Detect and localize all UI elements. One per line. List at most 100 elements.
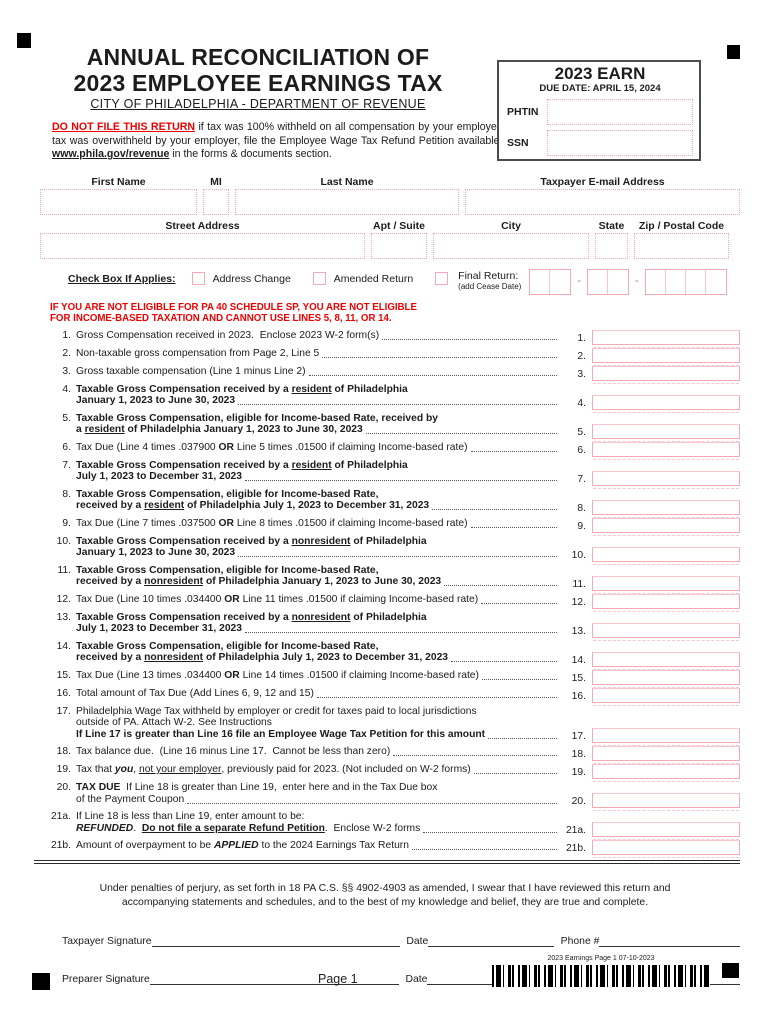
mi-field[interactable] bbox=[203, 188, 229, 215]
amount-field-14[interactable] bbox=[592, 651, 740, 670]
taxpayer-date-line[interactable] bbox=[428, 935, 555, 947]
amount-field-6[interactable] bbox=[592, 441, 740, 460]
taxpayer-signature-line[interactable] bbox=[151, 935, 400, 947]
apt-suite-field[interactable] bbox=[371, 232, 427, 259]
amount-field-3[interactable] bbox=[592, 365, 740, 384]
zip-field[interactable] bbox=[634, 232, 729, 259]
line-number: 12. bbox=[56, 593, 71, 605]
amount-field-11[interactable] bbox=[592, 575, 740, 594]
page-number: Page 1 bbox=[318, 972, 358, 986]
amount-field-8[interactable] bbox=[592, 499, 740, 518]
email-field[interactable] bbox=[465, 188, 740, 215]
line-number: 17. bbox=[56, 705, 71, 717]
city-field[interactable] bbox=[433, 232, 589, 259]
amount-field-1[interactable] bbox=[592, 329, 740, 348]
street-address-field[interactable] bbox=[40, 232, 365, 259]
amount-field-9[interactable] bbox=[592, 517, 740, 536]
cease-date-cell[interactable] bbox=[646, 269, 666, 294]
amount-field-19[interactable] bbox=[592, 764, 740, 782]
amended-return-label: Amended Return bbox=[333, 272, 414, 285]
cease-date-month-group bbox=[529, 268, 572, 295]
form-line: 20. TAX DUE If Line 18 is greater than Li… bbox=[50, 782, 740, 811]
preparer-date-line[interactable] bbox=[427, 973, 554, 985]
amended-return-checkbox[interactable] bbox=[312, 271, 326, 285]
line-number: 9. bbox=[62, 517, 71, 529]
line-text: Gross taxable compensation (Line 1 minus… bbox=[76, 366, 560, 378]
revenue-link[interactable]: www.phila.gov/revenue bbox=[52, 148, 170, 160]
line-number: 18. bbox=[56, 746, 71, 757]
preparer-signature-line[interactable] bbox=[149, 973, 399, 985]
amount-field-10[interactable] bbox=[592, 546, 740, 565]
form-title-block: ANNUAL RECONCILIATION OF 2023 EMPLOYEE E… bbox=[38, 0, 478, 111]
form-line: 17. Philadelphia Wage Tax withheld by emp… bbox=[50, 705, 740, 746]
cease-date-cell[interactable] bbox=[608, 270, 628, 294]
cease-date-cell[interactable] bbox=[530, 269, 551, 294]
line-number: 21b. bbox=[50, 840, 71, 851]
amount-field-21b[interactable] bbox=[592, 840, 740, 858]
line-text: Tax Due (Line 7 times .037500 OR Line 8 … bbox=[76, 518, 560, 530]
amount-field-20[interactable] bbox=[592, 793, 740, 811]
line-text: Amount of overpayment to be APPLIED to t… bbox=[76, 840, 560, 852]
line-number: 16. bbox=[571, 690, 586, 702]
apt-suite-label: Apt / Suite bbox=[373, 219, 425, 232]
form-line: 21b. Amount of overpayment to be APPLIED … bbox=[50, 840, 740, 858]
cease-date-cell[interactable] bbox=[666, 269, 686, 294]
amount-field-21a[interactable] bbox=[592, 822, 740, 840]
address-change-checkbox[interactable] bbox=[191, 271, 205, 285]
line-number: 8. bbox=[577, 502, 586, 514]
cease-date-cell[interactable] bbox=[706, 270, 726, 294]
amount-field-13[interactable] bbox=[592, 622, 740, 641]
amount-field-4[interactable] bbox=[592, 394, 740, 413]
last-name-label: Last Name bbox=[320, 175, 374, 188]
line-text: Tax balance due. (Line 16 minus Line 17.… bbox=[76, 746, 560, 758]
cease-date-cell[interactable] bbox=[550, 270, 570, 294]
line-number: 7. bbox=[577, 473, 586, 485]
line-number: 5. bbox=[577, 426, 586, 438]
final-return-checkbox[interactable] bbox=[435, 271, 449, 285]
zip-label: Zip / Postal Code bbox=[638, 219, 725, 232]
line-text: Total amount of Tax Due (Add Lines 6, 9,… bbox=[76, 688, 560, 700]
form-line: 9. Tax Due (Line 7 times .037500 OR Line … bbox=[50, 517, 740, 536]
line-text: If Line 18 is less than Line 19, enter a… bbox=[76, 811, 560, 834]
form-line: 13. Taxable Gross Compensation received b… bbox=[50, 611, 740, 641]
state-label: State bbox=[598, 219, 625, 232]
amount-field-5[interactable] bbox=[592, 423, 740, 442]
line-text: Tax Due (Line 10 times .034400 OR Line 1… bbox=[76, 594, 560, 606]
final-return-label: Final Return: bbox=[458, 269, 519, 282]
line-number: 10. bbox=[56, 535, 71, 547]
phtin-label: PHTIN bbox=[507, 106, 539, 118]
line-number: 13. bbox=[56, 611, 71, 623]
cease-date-cell[interactable] bbox=[588, 269, 608, 294]
line-text: Taxable Gross Compensation received by a… bbox=[76, 460, 560, 483]
line-number: 19. bbox=[56, 764, 71, 775]
form-line: 21a. If Line 18 is less than Line 19, ent… bbox=[50, 811, 740, 840]
amount-field-16[interactable] bbox=[592, 687, 740, 706]
preparer-signature-label: Preparer Signature bbox=[62, 974, 150, 985]
amount-field-2[interactable] bbox=[592, 347, 740, 366]
last-name-field[interactable] bbox=[235, 188, 459, 215]
line-number: 4. bbox=[62, 383, 71, 395]
registration-mark-top-left bbox=[17, 33, 31, 48]
line-text: Tax that you, not your employer, previou… bbox=[76, 764, 560, 776]
cease-date-cell[interactable] bbox=[686, 269, 706, 294]
taxpayer-phone-line[interactable] bbox=[599, 935, 741, 947]
section-divider bbox=[34, 860, 740, 864]
line-number: 10. bbox=[571, 549, 586, 561]
line-number: 6. bbox=[577, 444, 586, 456]
line-number: 21b. bbox=[565, 843, 586, 854]
line-number: 2. bbox=[577, 350, 586, 362]
phtin-field[interactable] bbox=[547, 99, 693, 125]
ssn-field[interactable] bbox=[547, 130, 693, 156]
eligibility-warning: IF YOU ARE NOT ELIGIBLE FOR PA 40 SCHEDU… bbox=[50, 302, 770, 325]
amount-field-17[interactable] bbox=[592, 728, 740, 746]
state-field[interactable] bbox=[595, 232, 628, 259]
address-change-label: Address Change bbox=[212, 272, 291, 285]
amount-field-7[interactable] bbox=[592, 470, 740, 489]
amount-field-15[interactable] bbox=[592, 669, 740, 688]
amount-field-12[interactable] bbox=[592, 593, 740, 612]
line-number: 6. bbox=[62, 441, 71, 453]
first-name-field[interactable] bbox=[40, 188, 197, 215]
line-text: Gross Compensation received in 2023. Enc… bbox=[76, 330, 560, 342]
amount-field-18[interactable] bbox=[592, 746, 740, 764]
form-line: 14. Taxable Gross Compensation, eligible … bbox=[50, 641, 740, 670]
